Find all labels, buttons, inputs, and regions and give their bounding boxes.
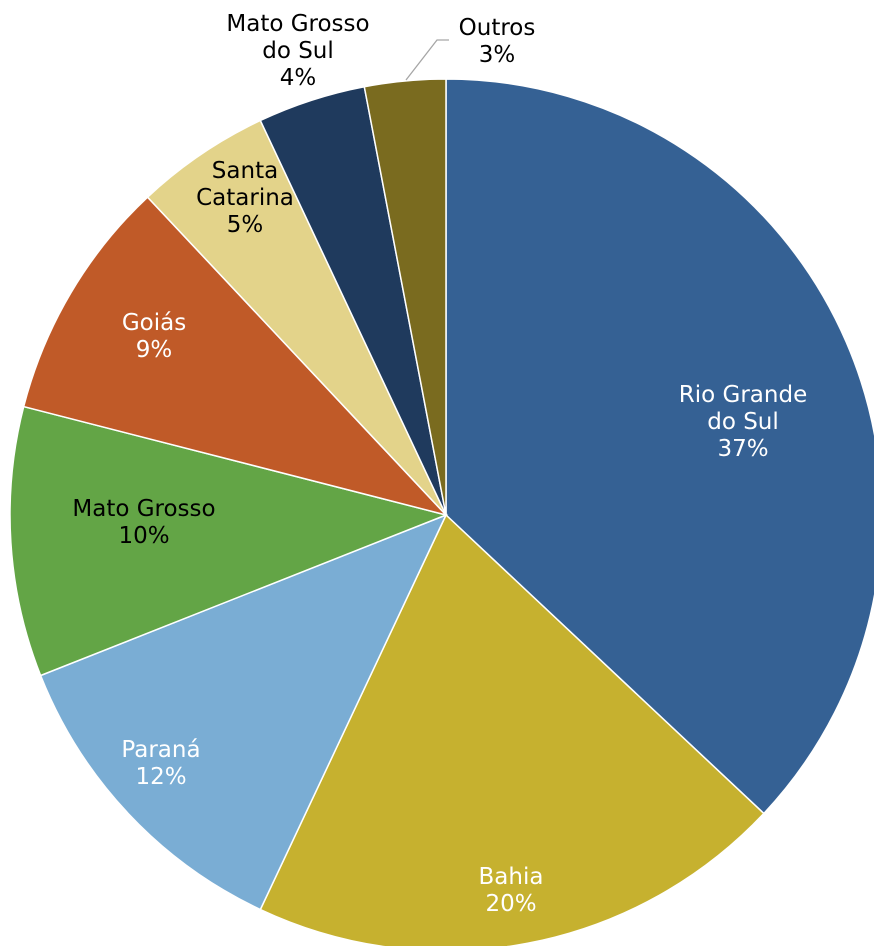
pie-slices [9,78,874,946]
data-label-2: Paraná 12% [121,737,200,790]
data-label-1: Bahia 20% [479,864,544,917]
pie-slice-7 [363,78,447,516]
leader-lines [405,39,449,81]
data-label-0: Rio Grande do Sul 37% [679,382,807,462]
data-label-4: Goiás 9% [122,310,186,363]
data-label-7: Outros 3% [459,15,536,68]
pie-slice-0 [445,78,874,815]
data-label-6: Mato Grosso do Sul 4% [226,11,369,91]
data-label-5: Santa Catarina 5% [196,158,294,238]
data-label-3: Mato Grosso 10% [72,496,215,549]
pie-slice-1 [259,513,765,946]
leader-line-7 [405,39,449,81]
pie-slice-2 [39,513,448,911]
pie-slice-3 [9,405,449,677]
pie-slice-4 [22,196,449,517]
data-labels: Rio Grande do Sul 37% Bahia 20% Paraná 12% Mato… [72,11,807,917]
